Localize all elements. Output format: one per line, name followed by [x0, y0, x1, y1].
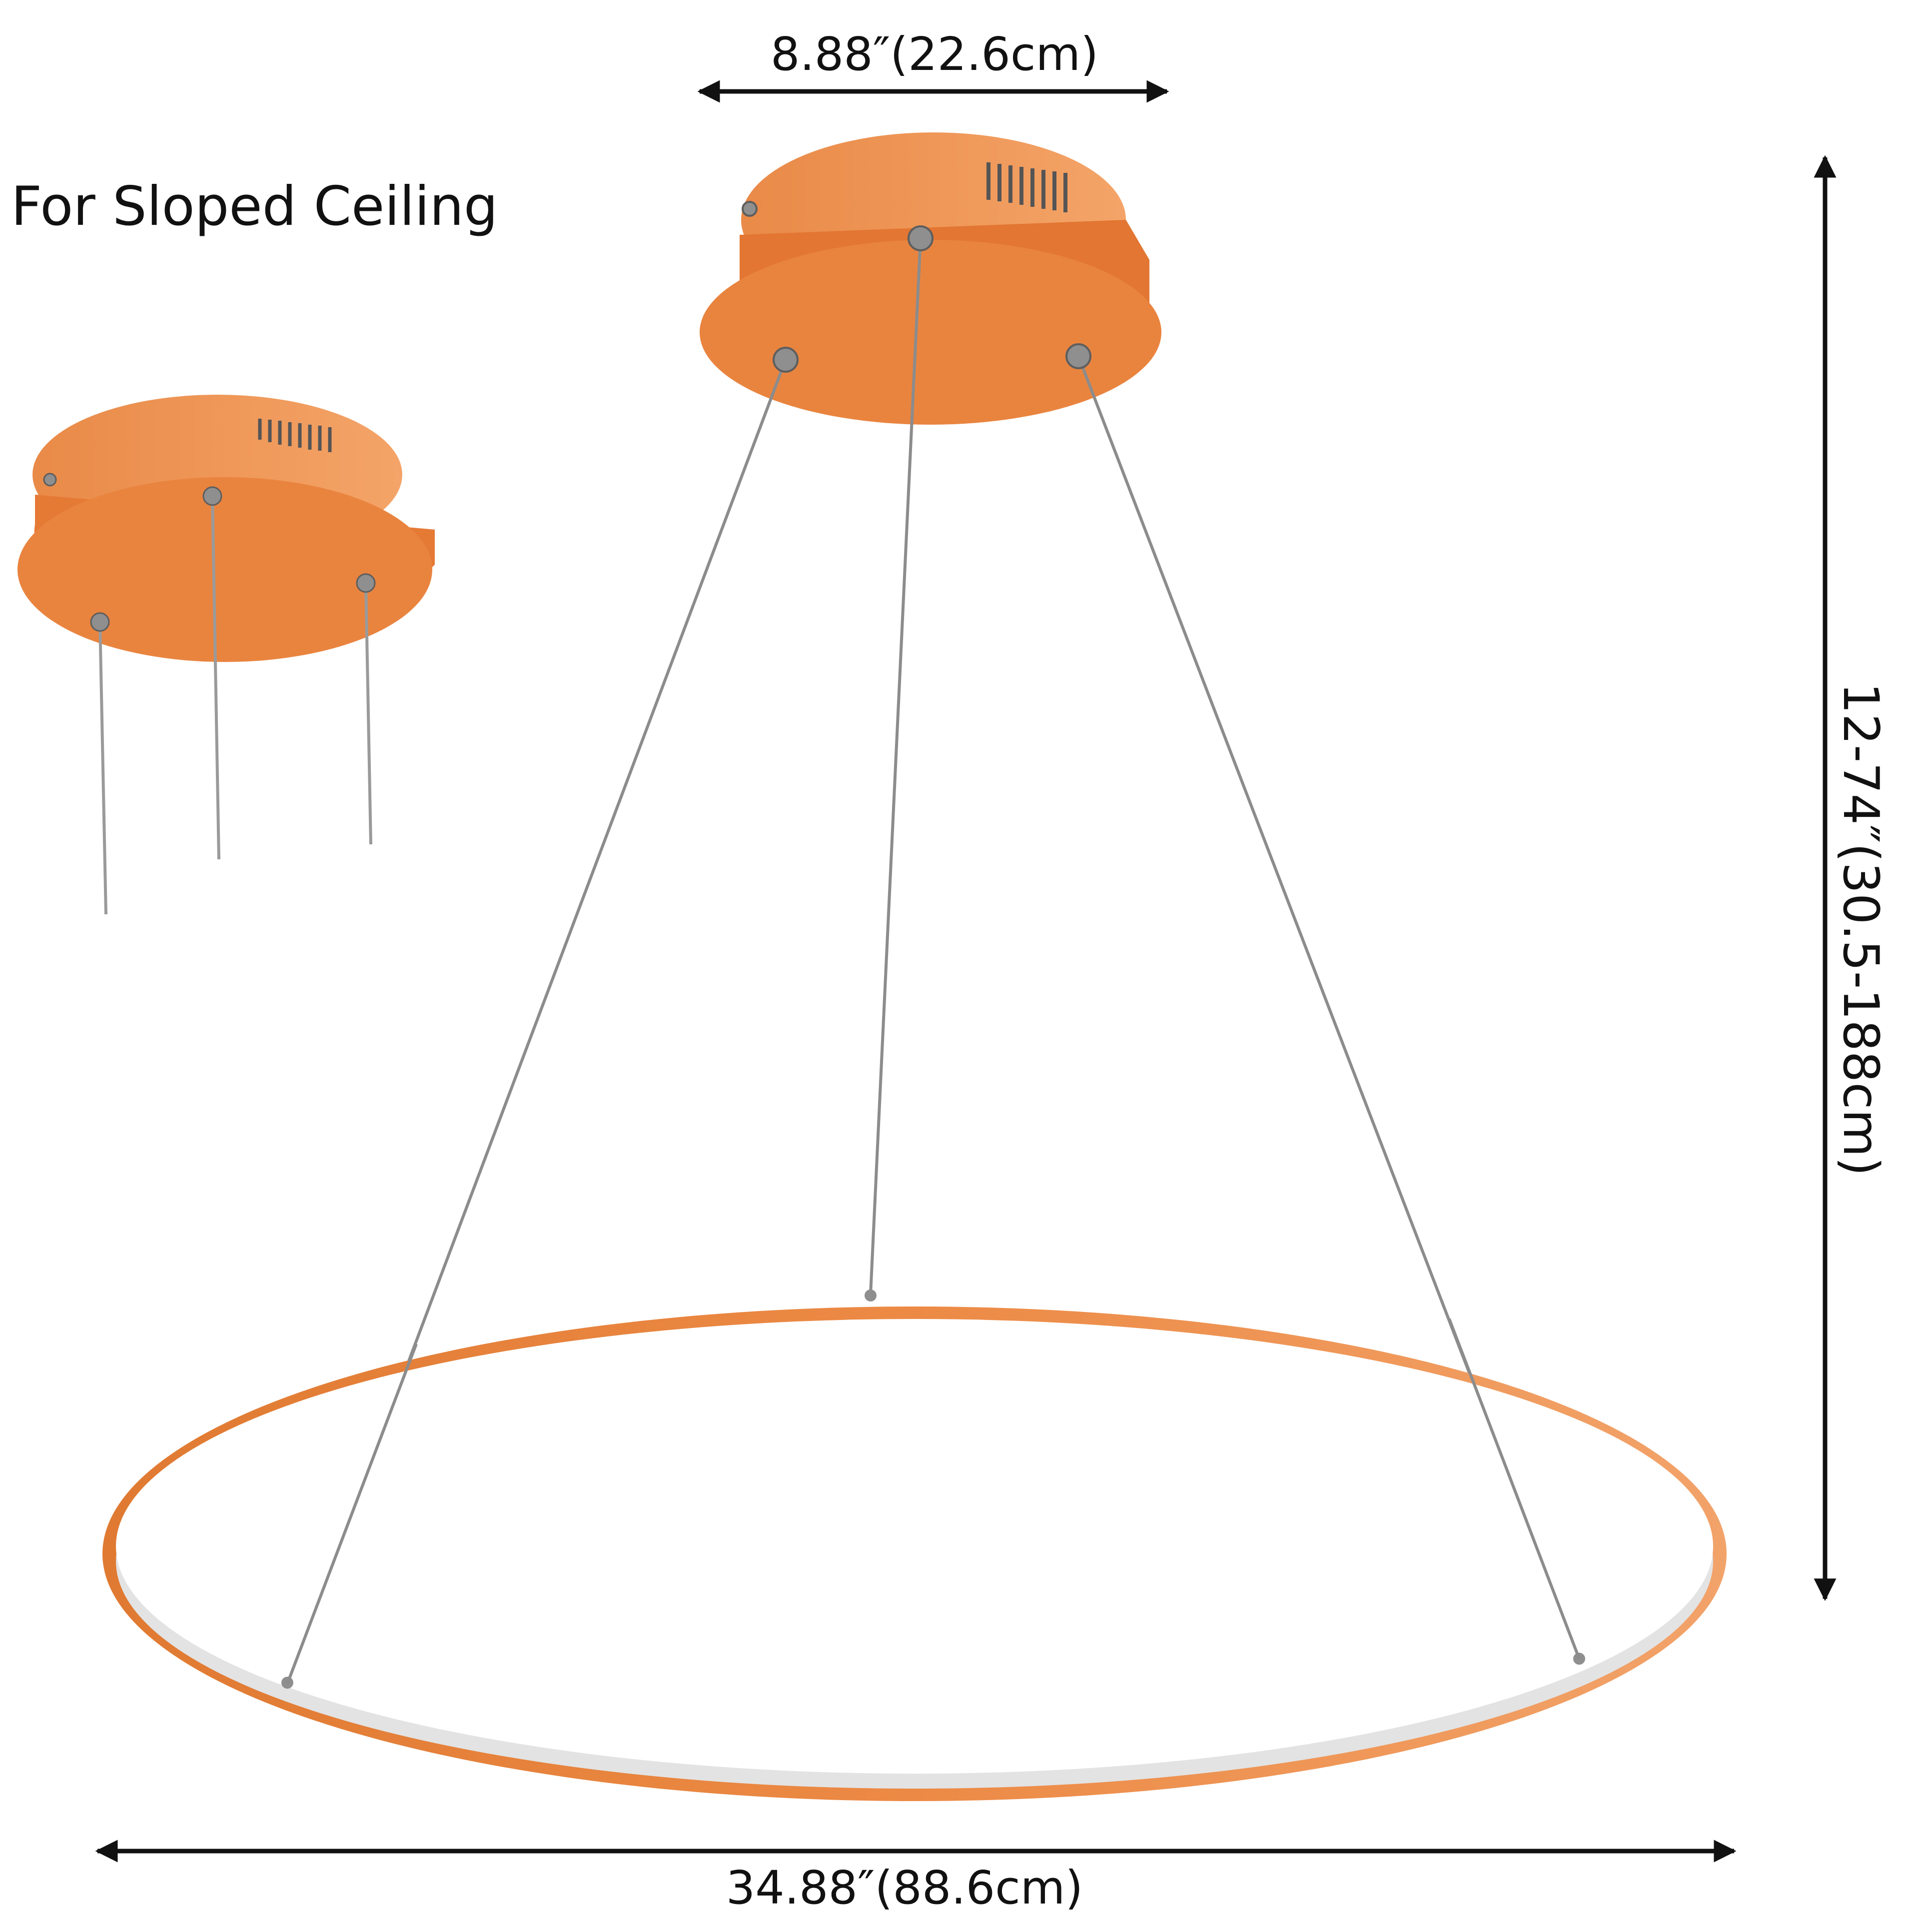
- inset-mount-screws: [43, 473, 376, 632]
- inset-cables: [98, 496, 372, 915]
- sloped-ceiling-canopy-inset: [17, 395, 435, 915]
- screw-center: [908, 225, 934, 251]
- canopy-width-label: 8.88″(22.6cm): [771, 27, 1098, 81]
- ring-width-dimension: 34.88″(88.6cm): [95, 1840, 1737, 1915]
- drop-height-label: 12-74″(30.5-188cm): [1832, 682, 1889, 1176]
- inset-canopy-base: [17, 477, 432, 662]
- ring-width-label: 34.88″(88.6cm): [726, 1861, 1083, 1915]
- pendant-ring: [102, 1289, 1727, 1801]
- main-mount-screws: [742, 201, 1091, 373]
- drop-height-dimension: 12-74″(30.5-188cm): [1814, 155, 1889, 1601]
- screw-side: [742, 201, 758, 217]
- ring-cable-clip-center: [865, 1289, 877, 1301]
- cable-center: [869, 238, 922, 1294]
- main-ceiling-canopy: [700, 132, 1161, 425]
- sloped-ceiling-caption: For Sloped Ceiling: [11, 175, 498, 238]
- screw-left: [773, 347, 799, 373]
- main-vent-slots: [986, 162, 1067, 212]
- canopy-width-dimension: 8.88″(22.6cm): [697, 27, 1169, 103]
- main-canopy-base: [700, 240, 1161, 425]
- cables-lower-visible: [286, 1318, 1581, 1685]
- inset-vent-slots: [258, 419, 332, 452]
- screw-right: [1065, 343, 1091, 369]
- ring-inner-opening: [116, 1319, 1713, 1774]
